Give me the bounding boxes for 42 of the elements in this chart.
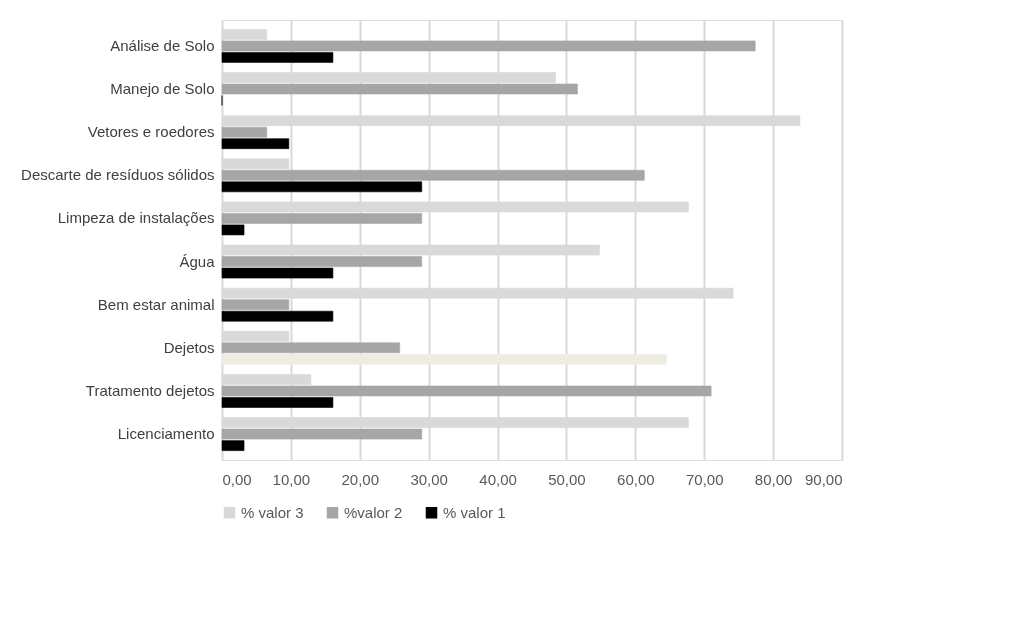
- legend-label: % valor 3: [241, 503, 304, 521]
- y-tick-label: Dejetos: [163, 338, 215, 356]
- bar: [221, 397, 334, 408]
- bar: [221, 342, 401, 354]
- x-tick-label: 20,00: [341, 470, 380, 488]
- x-tick-label: 70,00: [685, 470, 724, 488]
- bar: [221, 52, 334, 63]
- x-tick-label: 10,00: [272, 470, 311, 488]
- bar: [221, 138, 290, 149]
- bar: [221, 299, 290, 311]
- bar: [221, 267, 334, 279]
- y-tick-label: Bem estar animal: [97, 295, 215, 313]
- bar: [221, 126, 268, 138]
- bar: [221, 169, 645, 181]
- x-tick-label: 80,00: [754, 470, 793, 488]
- legend-label: % valor 1: [443, 503, 506, 521]
- x-tick-label: 90,00: [804, 470, 843, 488]
- y-tick-label: Água: [179, 252, 216, 270]
- bar: [221, 256, 423, 267]
- x-tick-label: 60,00: [617, 470, 655, 488]
- bar: [221, 428, 423, 440]
- bar: [221, 40, 756, 52]
- bar: [221, 310, 334, 322]
- x-tick-label: 0,00: [222, 470, 252, 488]
- y-tick-label: Tratamento dejetos: [85, 381, 215, 399]
- y-tick-label: Vetores e roedores: [87, 123, 215, 141]
- bar: [221, 181, 423, 193]
- bar: [221, 224, 245, 236]
- legend-label: %valor 2: [344, 503, 403, 521]
- bar: [221, 213, 423, 224]
- y-tick-label: Limpeza de instalações: [57, 209, 215, 227]
- y-tick-label: Análise de Solo: [110, 36, 215, 54]
- x-tick-label: 50,00: [548, 470, 586, 488]
- y-tick-label: Manejo de Solo: [110, 80, 215, 98]
- bar: [221, 385, 712, 397]
- bar: [221, 354, 667, 365]
- y-tick-label: Descarte de resíduos sólidos: [21, 166, 215, 184]
- bar: [221, 83, 578, 95]
- bar: [221, 440, 245, 451]
- x-tick-label: 30,00: [410, 470, 448, 488]
- x-tick-label: 40,00: [479, 470, 517, 488]
- y-tick-label: Licenciamento: [117, 425, 215, 443]
